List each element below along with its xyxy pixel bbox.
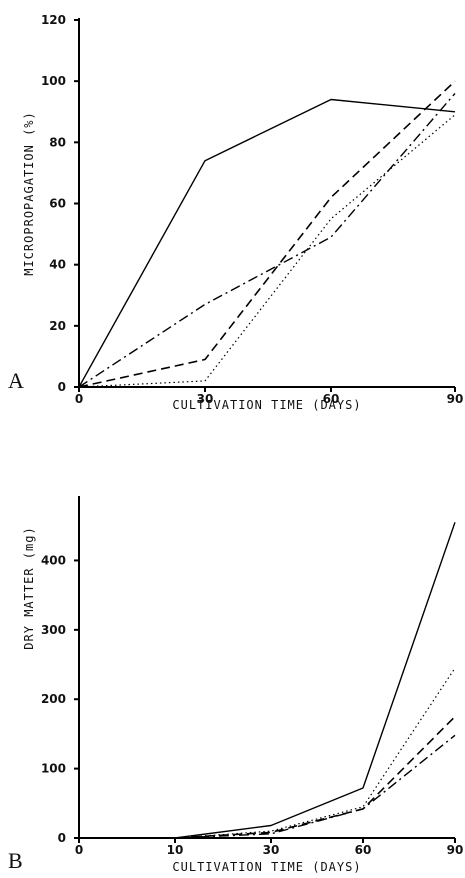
y-tick-label: 0	[58, 380, 66, 394]
series-line-dashed	[78, 80, 456, 388]
series-line-dashdot	[78, 92, 456, 388]
series-line-dotted	[79, 667, 456, 839]
series-line-dotted	[78, 114, 456, 388]
x-axis-label: CULTIVATION TIME (DAYS)	[172, 398, 361, 412]
panel-label-b: B	[8, 848, 23, 873]
panel-label-a: A	[8, 368, 24, 393]
y-tick-label: 120	[41, 13, 66, 27]
x-tick-label: 60	[323, 392, 340, 406]
x-tick-label: 60	[355, 843, 372, 857]
x-tick-label: 0	[75, 392, 83, 406]
chart-b: B 0 100 200 300 400 0 10 30 60 90 CULTIVATION TIME…	[8, 496, 463, 874]
y-axis-label: MICROPROPAGATION (%)	[22, 111, 36, 276]
y-axis-label: DRY MATTER (mg)	[22, 526, 36, 649]
x-tick-label: 30	[197, 392, 214, 406]
y-tick-label: 20	[49, 319, 66, 333]
series-line-dashed	[79, 716, 456, 839]
y-tick-label: 0	[58, 831, 66, 845]
y-tick-label: 200	[41, 692, 66, 706]
x-tick-label: 90	[447, 392, 464, 406]
y-tick-label: 100	[41, 74, 66, 88]
y-tick-label: 400	[41, 553, 66, 567]
x-tick-label: 10	[167, 843, 184, 857]
y-tick-label: 300	[41, 623, 66, 637]
x-tick-label: 30	[263, 843, 280, 857]
series-line-dashdot	[79, 734, 456, 839]
series-line-solid	[79, 522, 456, 839]
y-tick-label: 100	[41, 762, 66, 776]
x-axis-label: CULTIVATION TIME (DAYS)	[172, 860, 361, 874]
y-tick-label: 40	[49, 258, 66, 272]
x-tick-label: 0	[75, 843, 83, 857]
chart-a: A 0 20 40 60 80 100 120 0 30 60 90 CULTIVATION TIME…	[8, 13, 463, 412]
series-line-solid	[78, 98, 456, 388]
y-tick-label: 80	[49, 135, 66, 149]
x-tick-label: 90	[447, 843, 464, 857]
y-tick-label: 60	[49, 197, 66, 211]
